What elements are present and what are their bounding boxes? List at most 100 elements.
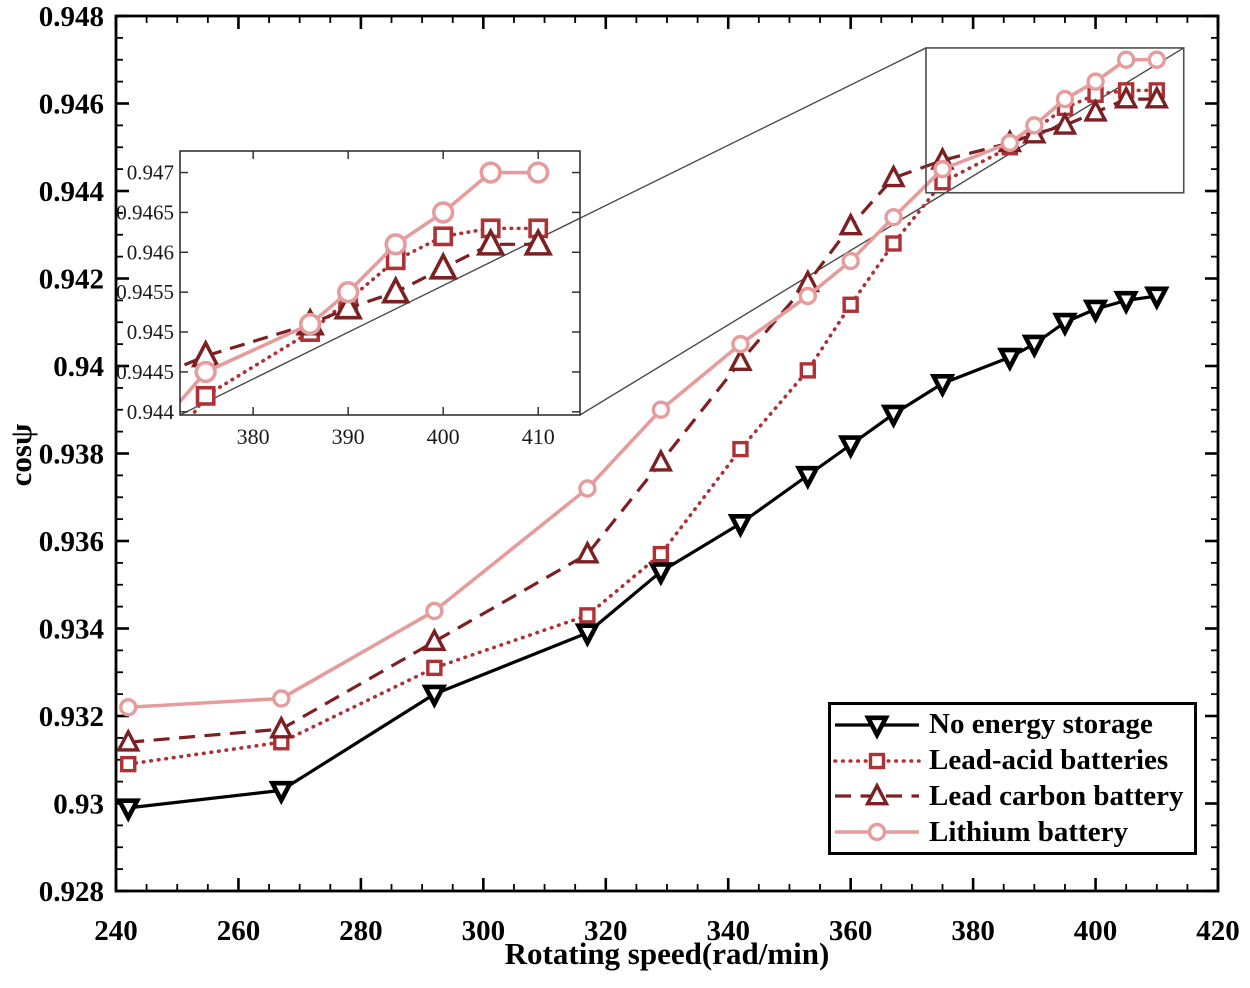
marker-square bbox=[579, 607, 596, 624]
marker-triangle-down bbox=[837, 435, 864, 460]
inset-series-line-lead-acid-batteries bbox=[190, 226, 540, 415]
marker-triangle-down bbox=[1113, 290, 1139, 316]
marker-triangle-down bbox=[574, 623, 601, 648]
inset-y-tick-label: 0.947 bbox=[127, 161, 174, 185]
marker-circle bbox=[1000, 133, 1020, 153]
inset-y-tick-label: 0.945 bbox=[127, 320, 174, 344]
inset-x-tick-label: 400 bbox=[427, 424, 460, 449]
inset-marker-triangle-up bbox=[475, 227, 506, 256]
marker-circle bbox=[1025, 116, 1044, 135]
marker-triangle-up bbox=[575, 540, 600, 564]
marker-triangle-up bbox=[422, 627, 447, 651]
legend-sample-line bbox=[835, 782, 919, 806]
marker-circle bbox=[933, 159, 952, 179]
marker-triangle-down bbox=[648, 562, 674, 587]
marker-triangle-down bbox=[795, 465, 821, 491]
marker-circle bbox=[119, 698, 138, 717]
x-tick-label: 340 bbox=[706, 915, 750, 947]
series-line-lead-carbon-battery bbox=[128, 97, 1157, 744]
series-lead-carbon-battery bbox=[115, 85, 1170, 752]
marker-circle bbox=[841, 251, 860, 271]
inset-y-tick-label: 0.9445 bbox=[116, 360, 174, 384]
inset-marker-triangle-up bbox=[380, 275, 411, 304]
marker-triangle-up bbox=[1113, 85, 1139, 109]
x-tick-label: 260 bbox=[217, 915, 261, 947]
inset-marker-circle bbox=[298, 312, 322, 336]
legend-sample-line bbox=[833, 752, 921, 769]
y-tick-label: 0.932 bbox=[39, 701, 104, 733]
series-lithium-battery bbox=[119, 50, 1166, 717]
y-tick-label: 0.942 bbox=[39, 264, 104, 296]
legend-sample-line bbox=[835, 822, 919, 842]
legend-sample-line bbox=[835, 715, 919, 740]
x-tick-label: 360 bbox=[829, 915, 873, 947]
inset-marker-circle bbox=[479, 161, 502, 184]
y-axis-title: cosψ bbox=[3, 423, 38, 487]
inset-y-tick-label: 0.9455 bbox=[116, 280, 174, 304]
marker-square bbox=[885, 235, 902, 252]
y-tick-label: 0.94 bbox=[53, 351, 104, 383]
y-tick-label: 0.934 bbox=[39, 614, 104, 646]
inset-marker-triangle-up bbox=[333, 291, 363, 320]
legend-item-lead-acid-batteries: Lead-acid batteries bbox=[831, 744, 1194, 778]
marker-circle bbox=[1086, 72, 1105, 91]
legend-label: Lithium battery bbox=[929, 815, 1128, 848]
inset-marker-square bbox=[195, 385, 216, 406]
marker-triangle-down bbox=[727, 513, 754, 539]
legend-box: No energy storage Lead-acid batteries Le… bbox=[828, 702, 1197, 855]
x-tick-label: 300 bbox=[462, 915, 506, 947]
inset-y-tick-label: 0.9465 bbox=[116, 200, 174, 224]
marker-triangle-down bbox=[1052, 312, 1078, 337]
marker-triangle-up bbox=[1052, 111, 1078, 135]
inset-marker-triangle-up bbox=[523, 227, 553, 256]
marker-square bbox=[426, 659, 443, 677]
marker-triangle-up bbox=[728, 347, 753, 371]
y-tick-label: 0.93 bbox=[53, 789, 104, 821]
x-tick-label: 320 bbox=[584, 915, 628, 947]
marker-square bbox=[652, 545, 670, 563]
marker-circle bbox=[1147, 50, 1166, 69]
x-tick-label: 240 bbox=[94, 915, 138, 947]
inset-marker-circle bbox=[336, 280, 360, 304]
marker-circle bbox=[884, 208, 903, 227]
marker-circle bbox=[425, 601, 444, 621]
inset-series-lithium-battery bbox=[180, 161, 550, 405]
marker-circle bbox=[578, 479, 597, 498]
legend-item-lead-carbon-battery: Lead carbon battery bbox=[831, 779, 1194, 813]
marker-triangle-down bbox=[880, 404, 907, 429]
marker-triangle-down bbox=[1021, 334, 1048, 359]
marker-triangle-down bbox=[997, 347, 1023, 372]
inset-series-lead-carbon-battery bbox=[180, 227, 553, 369]
legend-item-no-energy-storage: No energy storage bbox=[831, 708, 1194, 742]
inset-y-tick-label: 0.944 bbox=[127, 400, 175, 424]
series-no-energy-storage bbox=[115, 286, 1170, 823]
marker-triangle-down bbox=[115, 798, 141, 823]
marker-triangle-down bbox=[1082, 299, 1109, 324]
marker-triangle-up bbox=[1144, 85, 1170, 109]
inset-marker-triangle-up bbox=[428, 251, 458, 280]
inset-border bbox=[179, 150, 581, 416]
inset-background bbox=[180, 151, 580, 415]
marker-triangle-up bbox=[838, 211, 863, 236]
legend-sample-lead-acid-batteries bbox=[833, 752, 921, 769]
legend-marker-circle bbox=[867, 822, 887, 842]
marker-circle bbox=[798, 286, 818, 306]
marker-triangle-down bbox=[421, 684, 448, 709]
y-tick-label: 0.946 bbox=[39, 89, 104, 121]
x-tick-label: 400 bbox=[1074, 915, 1118, 947]
x-tick-label: 280 bbox=[339, 915, 383, 947]
legend-sample-lithium-battery bbox=[835, 822, 919, 842]
marker-triangle-up bbox=[648, 448, 674, 472]
marker-square bbox=[799, 362, 817, 379]
zoom-connector-line-through-inset bbox=[180, 217, 580, 415]
marker-circle bbox=[272, 689, 291, 708]
legend-label: Lead-acid batteries bbox=[929, 744, 1169, 777]
zoom-rectangle bbox=[925, 47, 1185, 194]
series-line-no-energy-storage bbox=[128, 294, 1158, 810]
x-axis-title: Rotating speed(rad/min) bbox=[504, 936, 830, 971]
marker-triangle-up bbox=[881, 163, 906, 188]
marker-triangle-down bbox=[268, 780, 295, 806]
legend-marker-triangle-up bbox=[864, 782, 890, 806]
inset-x-tick-label: 390 bbox=[332, 424, 365, 449]
inset-marker-circle bbox=[527, 161, 550, 184]
